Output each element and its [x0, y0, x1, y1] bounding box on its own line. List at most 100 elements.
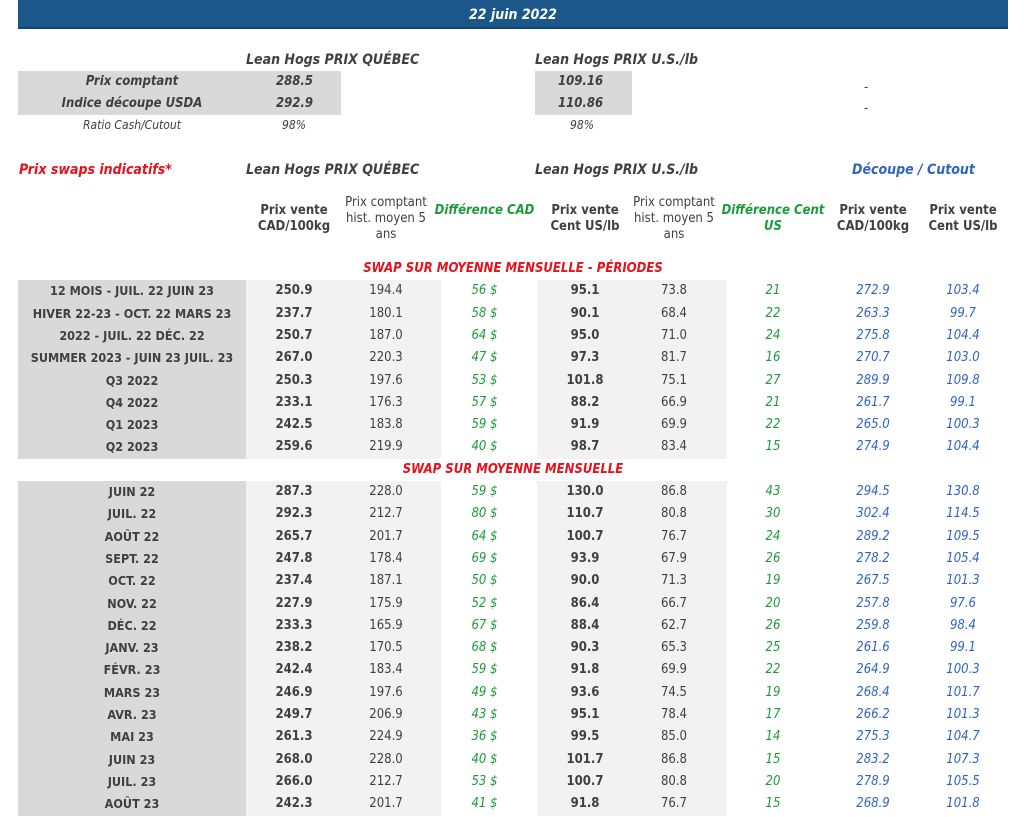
table-cell: 53 $ — [471, 773, 498, 789]
table-cell: 97.6 — [949, 595, 977, 611]
table-cell: 69.9 — [660, 662, 688, 678]
table-cell: 41 $ — [471, 796, 498, 812]
row-label: NOV. 22 — [107, 595, 157, 611]
table-row: JUIL. 23 266.0 212.7 53 $ 100.7 80.8 20 278.9 10… — [18, 771, 1008, 793]
summary-quebec-cash: 288.5 — [276, 74, 313, 89]
column-background — [18, 481, 246, 816]
table-cell: 99.1 — [949, 394, 977, 410]
table-cell: 219.9 — [369, 439, 403, 455]
table-cell: 249.7 — [275, 707, 313, 722]
table-cell: 27 — [765, 372, 781, 388]
table-cell: 66.7 — [660, 595, 688, 611]
table-cell: 261.7 — [856, 394, 890, 410]
table-cell: 250.3 — [275, 372, 313, 388]
table-cell: 40 $ — [471, 439, 498, 455]
table-cell: 197.6 — [369, 684, 403, 700]
table-cell: 201.7 — [369, 796, 403, 812]
table-cell: 268.0 — [275, 751, 313, 767]
table-cell: 74.5 — [660, 684, 688, 700]
table-cell: 19 — [765, 684, 781, 700]
table-cell: 50 $ — [471, 573, 498, 589]
table-cell: 100.7 — [566, 773, 604, 789]
swaps-title: Prix swaps indicatifs* — [19, 162, 172, 178]
table-row: MAI 23 261.3 224.9 36 $ 99.5 85.0 14 275.3 104.7 — [18, 726, 1008, 748]
column-header: Prix vente CAD/100kg — [257, 203, 331, 234]
table-cell: 261.3 — [275, 729, 313, 745]
table-cell: 90.3 — [570, 640, 600, 656]
table-cell: 88.2 — [570, 394, 600, 410]
table-cell: 187.0 — [369, 327, 403, 343]
table-cell: 101.7 — [566, 751, 604, 767]
table-cell: 40 $ — [471, 751, 498, 767]
summary-extra-cash: - — [864, 80, 869, 95]
table-cell: 130.8 — [946, 484, 980, 499]
table-cell: 220.3 — [369, 350, 403, 366]
table-cell: 275.8 — [856, 327, 890, 343]
summary-label-cutout: Indice découpe USDA — [61, 96, 203, 111]
row-label: DÉC. 22 — [107, 617, 157, 633]
table-cell: 67 $ — [471, 617, 498, 633]
summary-us-title: Lean Hogs PRIX U.S./lb — [535, 52, 699, 68]
table-cell: 289.9 — [856, 372, 890, 388]
summary-label-cash: Prix comptant — [85, 74, 179, 89]
table-cell: 270.7 — [856, 350, 890, 366]
table-cell: 100.3 — [946, 662, 980, 678]
row-label: SEPT. 22 — [105, 550, 159, 566]
table-cell: 91.8 — [570, 796, 600, 812]
table-cell: 266.0 — [275, 773, 313, 789]
column-background — [537, 280, 727, 459]
table-cell: 80.8 — [660, 773, 688, 789]
row-label: MARS 23 — [103, 684, 161, 700]
table-cell: 212.7 — [369, 773, 403, 789]
table-cell: 206.9 — [369, 707, 403, 722]
table-cell: 261.6 — [856, 640, 890, 656]
column-background — [537, 481, 727, 816]
table-cell: 64 $ — [471, 528, 498, 544]
table-row: Q4 2022 233.1 176.3 57 $ 88.2 66.9 21 261.7 99.1 — [18, 392, 1008, 414]
table-cell: 59 $ — [471, 417, 498, 433]
table-cell: 107.3 — [946, 751, 980, 767]
table-cell: 53 $ — [471, 372, 498, 388]
table-cell: 17 — [765, 707, 781, 722]
summary-us-cash: 109.16 — [558, 74, 604, 89]
table-cell: 75.1 — [660, 372, 688, 388]
table-cell: 265.0 — [856, 417, 890, 433]
table-cell: 80 $ — [471, 506, 498, 522]
table-cell: 101.8 — [566, 372, 604, 388]
table-cell: 242.4 — [275, 662, 313, 678]
summary-quebec-cutout: 292.9 — [276, 96, 313, 111]
row-label: Q2 2023 — [105, 439, 159, 455]
table-cell: 165.9 — [369, 617, 403, 633]
table-cell: 93.6 — [570, 684, 600, 700]
table-cell: 26 — [765, 550, 781, 566]
table-cell: 99.1 — [949, 640, 977, 656]
table-cell: 247.8 — [275, 550, 313, 566]
summary-extra-cutout: - — [864, 101, 869, 116]
table-cell: 178.4 — [369, 550, 403, 566]
table-cell: 100.3 — [946, 417, 980, 433]
table-cell: 73.8 — [660, 283, 688, 299]
table-cell: 197.6 — [369, 372, 403, 388]
table-cell: 67.9 — [660, 550, 688, 566]
ratio-label: Ratio Cash/Cutout — [83, 118, 181, 132]
row-label: AVR. 23 — [107, 707, 157, 722]
table-cell: 68 $ — [471, 640, 498, 656]
table-cell: 36 $ — [471, 729, 498, 745]
table-row: MARS 23 246.9 197.6 49 $ 93.6 74.5 19 268.4 101.… — [18, 682, 1008, 704]
table-cell: 110.7 — [566, 506, 604, 522]
table-cell: 21 — [765, 283, 781, 299]
table-cell: 90.1 — [570, 305, 600, 321]
table-cell: 56 $ — [471, 283, 498, 299]
table-cell: 242.3 — [275, 796, 313, 812]
table-cell: 47 $ — [471, 350, 498, 366]
table-row: DÉC. 22 233.3 165.9 67 $ 88.4 62.7 26 259.8 98.4 — [18, 615, 1008, 637]
column-header: Prix comptant hist. moyen 5 ans — [633, 195, 715, 242]
table-cell: 98.7 — [570, 439, 600, 455]
table-cell: 43 $ — [471, 707, 498, 722]
table-row: AOÛT 22 265.7 201.7 64 $ 100.7 76.7 24 289.2 109… — [18, 526, 1008, 548]
table-cell: 99.5 — [570, 729, 600, 745]
row-label: SUMMER 2023 - JUIN 23 JUIL. 23 — [30, 350, 234, 366]
column-header: Différence CAD — [434, 203, 535, 218]
table-cell: 43 — [765, 484, 781, 499]
table-cell: 97.3 — [570, 350, 600, 366]
